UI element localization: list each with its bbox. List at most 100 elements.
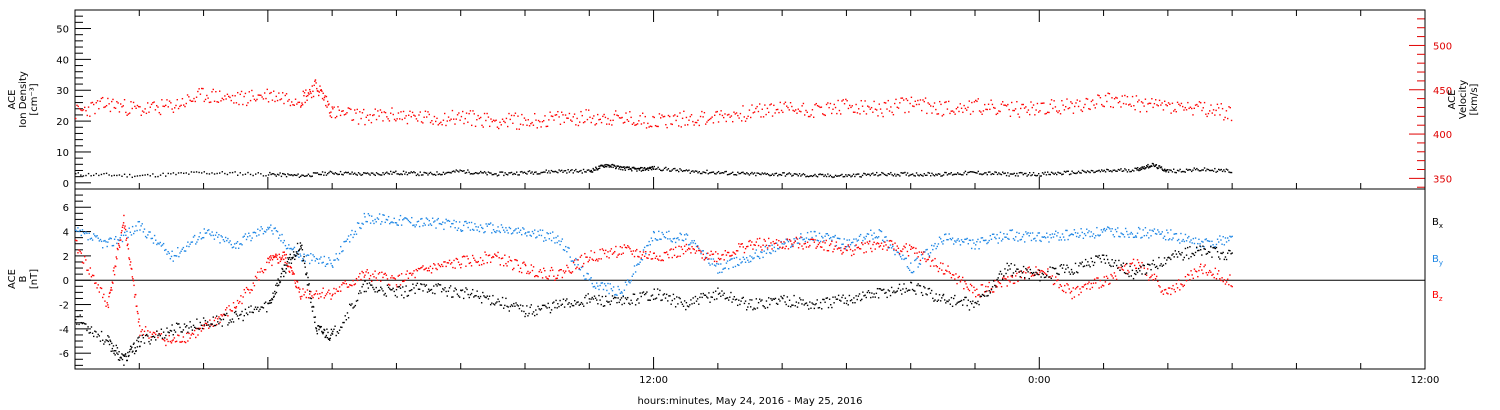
data-point (885, 291, 887, 294)
data-point (1115, 170, 1117, 172)
data-point (131, 276, 134, 278)
data-point (724, 267, 727, 269)
data-point (267, 101, 270, 103)
data-point (215, 90, 217, 93)
data-point (977, 98, 979, 100)
data-point (678, 239, 680, 241)
data-point (337, 106, 339, 108)
data-point (82, 262, 85, 264)
data-point (140, 341, 142, 343)
data-point (702, 292, 704, 295)
data-point (800, 175, 802, 177)
data-point (628, 166, 630, 168)
data-point (341, 250, 343, 253)
data-point (742, 105, 744, 107)
data-point (744, 261, 747, 263)
data-point (608, 257, 610, 259)
data-point (1043, 102, 1045, 104)
data-point (517, 227, 520, 229)
data-point (866, 241, 869, 243)
data-point (921, 257, 924, 259)
data-point (319, 258, 321, 260)
data-point (841, 100, 843, 102)
data-point (192, 100, 194, 102)
data-point (627, 245, 629, 247)
data-point (1164, 288, 1167, 291)
data-point (511, 232, 514, 234)
data-point (691, 303, 693, 305)
data-point (734, 265, 737, 268)
data-point (1135, 267, 1138, 270)
data-point (979, 241, 981, 243)
data-point (1043, 173, 1045, 175)
data-point (1070, 101, 1072, 103)
data-point (663, 293, 666, 295)
data-point (358, 222, 360, 225)
data-point (1037, 269, 1039, 271)
data-point (327, 291, 329, 293)
data-point (1002, 277, 1004, 279)
data-point (1215, 243, 1218, 246)
data-point (713, 260, 716, 263)
data-point (627, 296, 629, 299)
data-point (892, 113, 895, 116)
data-point (630, 116, 632, 119)
data-point (392, 287, 394, 290)
data-point (845, 302, 848, 305)
data-point (1054, 106, 1057, 108)
data-point (846, 249, 848, 252)
data-point (651, 165, 654, 168)
data-point (621, 166, 623, 169)
data-point (183, 323, 186, 325)
data-point (999, 282, 1002, 285)
data-point (647, 257, 649, 260)
data-point (633, 122, 635, 124)
data-point (499, 264, 502, 266)
data-point (102, 247, 104, 249)
data-point (264, 231, 267, 233)
data-point (707, 173, 709, 175)
data-point (136, 229, 138, 232)
data-point (305, 89, 307, 91)
data-point (128, 351, 131, 353)
data-point (257, 94, 259, 96)
data-point (737, 171, 739, 173)
data-point (550, 239, 553, 242)
data-point (1051, 233, 1054, 235)
data-point (1099, 279, 1101, 282)
data-point (698, 171, 700, 173)
data-point (765, 252, 768, 255)
data-point (456, 293, 459, 295)
data-point (923, 251, 925, 253)
data-point (685, 243, 688, 246)
data-point (599, 284, 601, 287)
data-point (477, 114, 479, 117)
data-point (587, 261, 589, 263)
data-point (914, 252, 916, 254)
data-point (865, 174, 868, 176)
data-point (947, 238, 949, 241)
data-point (703, 171, 706, 174)
data-point (313, 84, 315, 87)
data-point (1224, 283, 1227, 285)
data-point (1133, 104, 1135, 107)
data-point (653, 288, 655, 290)
data-point (781, 243, 783, 245)
data-point (328, 289, 330, 291)
data-point (806, 175, 808, 177)
data-point (792, 244, 794, 246)
data-point (724, 298, 727, 300)
data-point (648, 254, 650, 256)
data-point (465, 220, 467, 223)
data-point (729, 296, 731, 298)
data-point (375, 118, 378, 121)
data-point (549, 232, 552, 234)
data-point (409, 289, 412, 292)
data-point (417, 173, 419, 175)
data-point (703, 111, 706, 114)
data-point (801, 245, 803, 247)
data-point (127, 243, 129, 245)
data-point (620, 297, 623, 299)
data-point (244, 308, 247, 311)
data-point (837, 294, 840, 297)
